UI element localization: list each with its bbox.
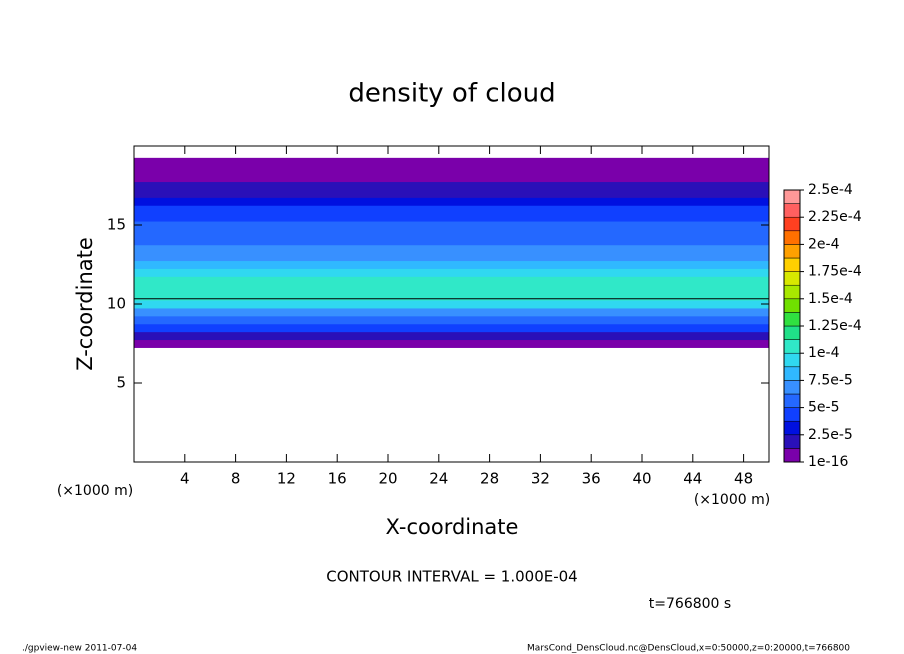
density-band	[134, 244, 769, 254]
x-unit-label: (×1000 m)	[57, 483, 133, 499]
colorbar-segment	[783, 284, 801, 300]
colorbar-segment	[783, 380, 801, 395]
x-tick-label: 44	[683, 470, 702, 488]
density-band	[134, 165, 769, 175]
y-tick-label: 5	[116, 374, 126, 392]
density-band	[134, 331, 769, 341]
colorbar-segment	[783, 312, 801, 327]
x-unit-label: (×1000 m)	[694, 492, 770, 508]
colorbar-segment	[783, 216, 801, 232]
colorbar-segment	[783, 244, 801, 259]
x-tick-label: 40	[632, 470, 651, 488]
colorbar-tick-label: 1e-4	[808, 345, 840, 361]
y-tick-label: 10	[107, 295, 126, 313]
density-band	[134, 260, 769, 269]
density-band	[134, 181, 769, 190]
density-band	[134, 315, 769, 325]
colorbar-segment	[783, 203, 801, 218]
colorbar-tick-label: 5e-5	[808, 400, 839, 416]
x-tick-label: 28	[480, 470, 499, 488]
density-band	[134, 323, 769, 333]
colorbar-segment	[783, 448, 801, 463]
colorbar-segment	[783, 230, 801, 245]
time-label: t=766800 s	[649, 596, 731, 612]
y-tick-label: 15	[107, 216, 126, 234]
density-band	[134, 173, 769, 183]
contour-interval: CONTOUR INTERVAL = 1.000E-04	[326, 568, 577, 586]
density-band	[134, 252, 769, 262]
x-tick-label: 32	[531, 470, 550, 488]
x-tick-label: 48	[734, 470, 753, 488]
density-band	[134, 228, 769, 238]
density-band	[134, 197, 769, 206]
colorbar-tick-label: 2.5e-4	[808, 182, 853, 198]
density-band	[134, 307, 769, 317]
density-band	[134, 276, 769, 285]
x-tick-label: 20	[378, 470, 397, 488]
x-tick-label: 12	[277, 470, 296, 488]
density-band	[134, 300, 769, 309]
x-tick-label: 36	[582, 470, 601, 488]
colorbar-tick-label: 2e-4	[808, 236, 840, 252]
colorbar-tick-label: 2.5e-5	[808, 427, 853, 443]
colorbar-segment	[783, 189, 801, 204]
colorbar-segment	[783, 407, 801, 422]
density-band	[134, 157, 769, 167]
colorbar-segment	[783, 298, 801, 313]
colorbar-segment	[783, 271, 801, 286]
x-tick-label: 24	[429, 470, 448, 488]
colorbar-segment	[783, 339, 801, 354]
colorbar-tick-label: 1.5e-4	[808, 291, 853, 307]
density-band	[134, 268, 769, 277]
density-band	[134, 221, 769, 230]
x-tick-label: 8	[231, 470, 241, 488]
x-axis-label: X-coordinate	[386, 515, 519, 539]
density-band	[134, 213, 769, 222]
colorbar-segment	[783, 434, 801, 449]
colorbar-tick-label: 1.25e-4	[808, 318, 862, 334]
density-band	[134, 284, 769, 293]
colorbar-tick-label: 1e-16	[808, 454, 848, 470]
density-band	[134, 189, 769, 198]
colorbar-segment	[783, 325, 801, 340]
density-band	[134, 339, 769, 348]
colorbar-tick-label: 1.75e-4	[808, 264, 862, 280]
x-tick-label: 4	[180, 470, 190, 488]
colorbar-segment	[783, 420, 801, 436]
colorbar-tick-label: 2.25e-4	[808, 209, 862, 225]
density-band	[134, 205, 769, 214]
colorbar-segment	[783, 366, 801, 381]
colorbar-segment	[783, 393, 801, 408]
footer-right: MarsCond_DensCloud.nc@DensCloud,x=0:5000…	[527, 644, 850, 654]
density-band	[134, 292, 769, 301]
colorbar-segment	[783, 257, 801, 272]
colorbar-tick-label: 7.5e-5	[808, 372, 853, 388]
y-axis-label: Z-coordinate	[73, 237, 97, 371]
chart-title: density of cloud	[348, 79, 555, 109]
x-tick-label: 16	[328, 470, 347, 488]
colorbar-segment	[783, 352, 801, 368]
footer-left: ./gpview-new 2011-07-04	[22, 644, 137, 654]
density-band	[134, 236, 769, 246]
